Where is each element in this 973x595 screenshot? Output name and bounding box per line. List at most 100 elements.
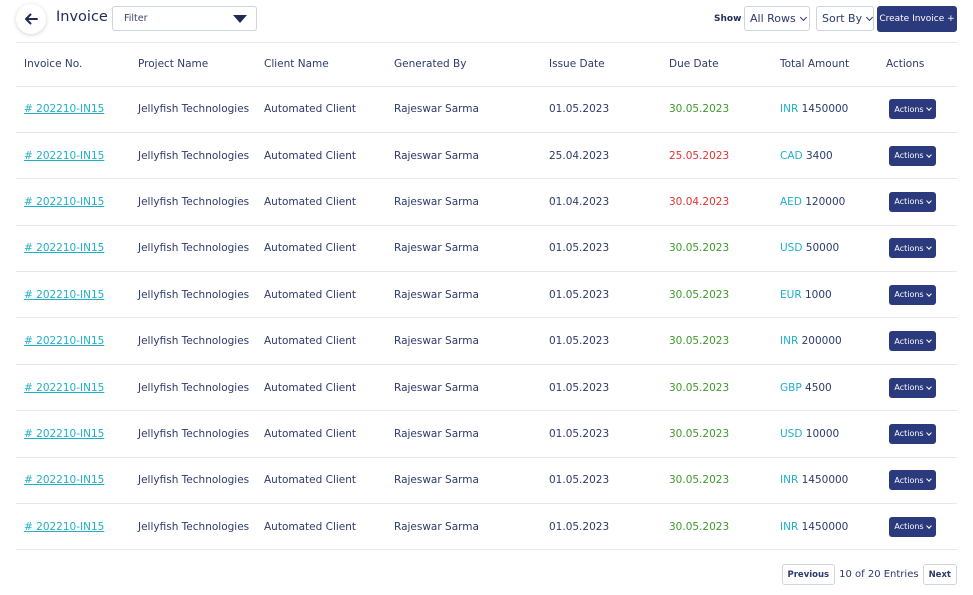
invoice-number-cell: # 202210-IN15 bbox=[16, 271, 138, 319]
chevron-down-icon bbox=[925, 198, 932, 204]
actions-cell: Actions bbox=[886, 457, 957, 505]
total-amount-cell: INR 1450000 bbox=[780, 457, 886, 505]
project-name-cell: Jellyfish Technologies bbox=[138, 132, 264, 180]
filter-dropdown[interactable]: Filter bbox=[112, 6, 257, 31]
generated-by-cell: Rajeswar Sarma bbox=[394, 457, 549, 505]
actions-button[interactable]: Actions bbox=[889, 470, 936, 491]
rows-select[interactable]: All Rows bbox=[744, 6, 810, 31]
invoice-number-link[interactable]: # 202210-IN15 bbox=[24, 335, 105, 348]
generated-by-cell: Rajeswar Sarma bbox=[394, 178, 549, 226]
invoice-number-link[interactable]: # 202210-IN15 bbox=[24, 103, 105, 116]
actions-button[interactable]: Actions bbox=[889, 99, 936, 120]
amount-value: 1000 bbox=[804, 288, 832, 301]
actions-button[interactable]: Actions bbox=[889, 284, 936, 305]
amount-value: 200000 bbox=[801, 335, 842, 348]
invoice-number-link[interactable]: # 202210-IN15 bbox=[24, 427, 105, 440]
project-name-cell: Jellyfish Technologies bbox=[138, 178, 264, 226]
show-label: Show bbox=[714, 14, 742, 24]
actions-cell: Actions bbox=[886, 132, 957, 180]
invoice-number-cell: # 202210-IN15 bbox=[16, 178, 138, 226]
actions-label: Actions bbox=[894, 197, 924, 207]
invoice-number-link[interactable]: # 202210-IN15 bbox=[24, 195, 105, 208]
actions-label: Actions bbox=[894, 429, 924, 439]
actions-button[interactable]: Actions bbox=[889, 238, 936, 259]
chevron-down-icon bbox=[925, 244, 932, 251]
actions-button[interactable]: Actions bbox=[889, 516, 936, 537]
table-row: # 202210-IN15 Jellyfish Technologies Autom… bbox=[16, 132, 957, 180]
actions-button[interactable]: Actions bbox=[889, 191, 936, 212]
actions-label: Actions bbox=[894, 383, 924, 393]
filter-placeholder: Filter bbox=[124, 13, 148, 24]
invoice-number-link[interactable]: # 202210-IN15 bbox=[24, 149, 105, 162]
chevron-down-icon bbox=[799, 13, 807, 21]
invoice-table: Invoice No. Project Name Client Name Genera… bbox=[16, 43, 957, 551]
actions-button[interactable]: Actions bbox=[889, 331, 936, 352]
invoice-number-link[interactable]: # 202210-IN15 bbox=[24, 474, 105, 487]
total-amount-cell: INR 1450000 bbox=[780, 503, 886, 551]
issue-date-cell: 01.05.2023 bbox=[549, 271, 669, 319]
actions-button[interactable]: Actions bbox=[889, 423, 936, 444]
back-button[interactable] bbox=[16, 4, 46, 34]
due-date-cell: 30.05.2023 bbox=[669, 86, 780, 133]
chevron-down-icon bbox=[925, 337, 932, 343]
invoice-number-link[interactable]: # 202210-IN15 bbox=[24, 288, 105, 301]
actions-cell: Actions bbox=[886, 178, 957, 226]
chevron-down-icon bbox=[925, 476, 932, 483]
client-name-cell: Automated Client bbox=[264, 225, 394, 273]
due-date-cell: 30.05.2023 bbox=[669, 317, 780, 365]
generated-by-cell: Rajeswar Sarma bbox=[394, 317, 549, 365]
invoice-number-cell: # 202210-IN15 bbox=[16, 225, 138, 273]
pagination: Previous 10 of 20 Entries Next bbox=[781, 564, 957, 585]
actions-button[interactable]: Actions bbox=[889, 377, 936, 398]
due-date-cell: 30.05.2023 bbox=[669, 271, 780, 319]
table-row: # 202210-IN15 Jellyfish Technologies Autom… bbox=[16, 410, 957, 458]
column-header: Due Date bbox=[669, 43, 780, 87]
table-row: # 202210-IN15 Jellyfish Technologies Autom… bbox=[16, 225, 957, 273]
currency-code: AED bbox=[780, 195, 802, 208]
chevron-down-icon bbox=[866, 13, 874, 21]
actions-label: Actions bbox=[894, 475, 924, 485]
table-row: # 202210-IN15 Jellyfish Technologies Autom… bbox=[16, 503, 957, 551]
total-amount-cell: USD 10000 bbox=[780, 410, 886, 458]
invoice-number-link[interactable]: # 202210-IN15 bbox=[24, 381, 105, 394]
currency-code: INR bbox=[780, 520, 799, 533]
column-header: Client Name bbox=[264, 43, 394, 87]
amount-value: 10000 bbox=[805, 427, 840, 440]
invoice-number-link[interactable]: # 202210-IN15 bbox=[24, 242, 105, 255]
due-date-cell: 30.05.2023 bbox=[669, 503, 780, 551]
invoice-number-cell: # 202210-IN15 bbox=[16, 132, 138, 180]
actions-label: Actions bbox=[894, 336, 924, 346]
invoice-number-cell: # 202210-IN15 bbox=[16, 364, 138, 412]
chevron-down-icon bbox=[925, 430, 932, 436]
amount-value: 1450000 bbox=[801, 474, 849, 487]
top-bar: Invoice Filter Show All Rows Sort By Cre… bbox=[0, 0, 973, 40]
table-row: # 202210-IN15 Jellyfish Technologies Autom… bbox=[16, 457, 957, 505]
invoice-number-cell: # 202210-IN15 bbox=[16, 86, 138, 133]
actions-cell: Actions bbox=[886, 364, 957, 412]
rows-select-value: All Rows bbox=[750, 12, 796, 25]
client-name-cell: Automated Client bbox=[264, 457, 394, 505]
actions-button[interactable]: Actions bbox=[889, 145, 936, 166]
table-header-row: Invoice No. Project Name Client Name Genera… bbox=[16, 43, 957, 87]
next-page-button[interactable]: Next bbox=[922, 564, 957, 585]
currency-code: CAD bbox=[780, 149, 803, 162]
sort-by-select[interactable]: Sort By bbox=[816, 6, 874, 31]
total-amount-cell: GBP 4500 bbox=[780, 364, 886, 412]
client-name-cell: Automated Client bbox=[264, 410, 394, 458]
amount-value: 3400 bbox=[805, 149, 833, 162]
chevron-down-icon bbox=[925, 105, 932, 112]
project-name-cell: Jellyfish Technologies bbox=[138, 503, 264, 551]
table-row: # 202210-IN15 Jellyfish Technologies Autom… bbox=[16, 317, 957, 365]
client-name-cell: Automated Client bbox=[264, 178, 394, 226]
chevron-down-icon bbox=[925, 151, 932, 158]
invoice-number-link[interactable]: # 202210-IN15 bbox=[24, 520, 105, 533]
previous-page-button[interactable]: Previous bbox=[781, 564, 836, 585]
column-header: Project Name bbox=[138, 43, 264, 87]
issue-date-cell: 01.05.2023 bbox=[549, 225, 669, 273]
create-invoice-button[interactable]: Create Invoice + bbox=[877, 6, 957, 32]
column-header: Issue Date bbox=[549, 43, 669, 87]
table-row: # 202210-IN15 Jellyfish Technologies Autom… bbox=[16, 178, 957, 226]
column-header: Generated By bbox=[394, 43, 549, 87]
column-header: Total Amount bbox=[780, 43, 886, 87]
issue-date-cell: 01.05.2023 bbox=[549, 317, 669, 365]
